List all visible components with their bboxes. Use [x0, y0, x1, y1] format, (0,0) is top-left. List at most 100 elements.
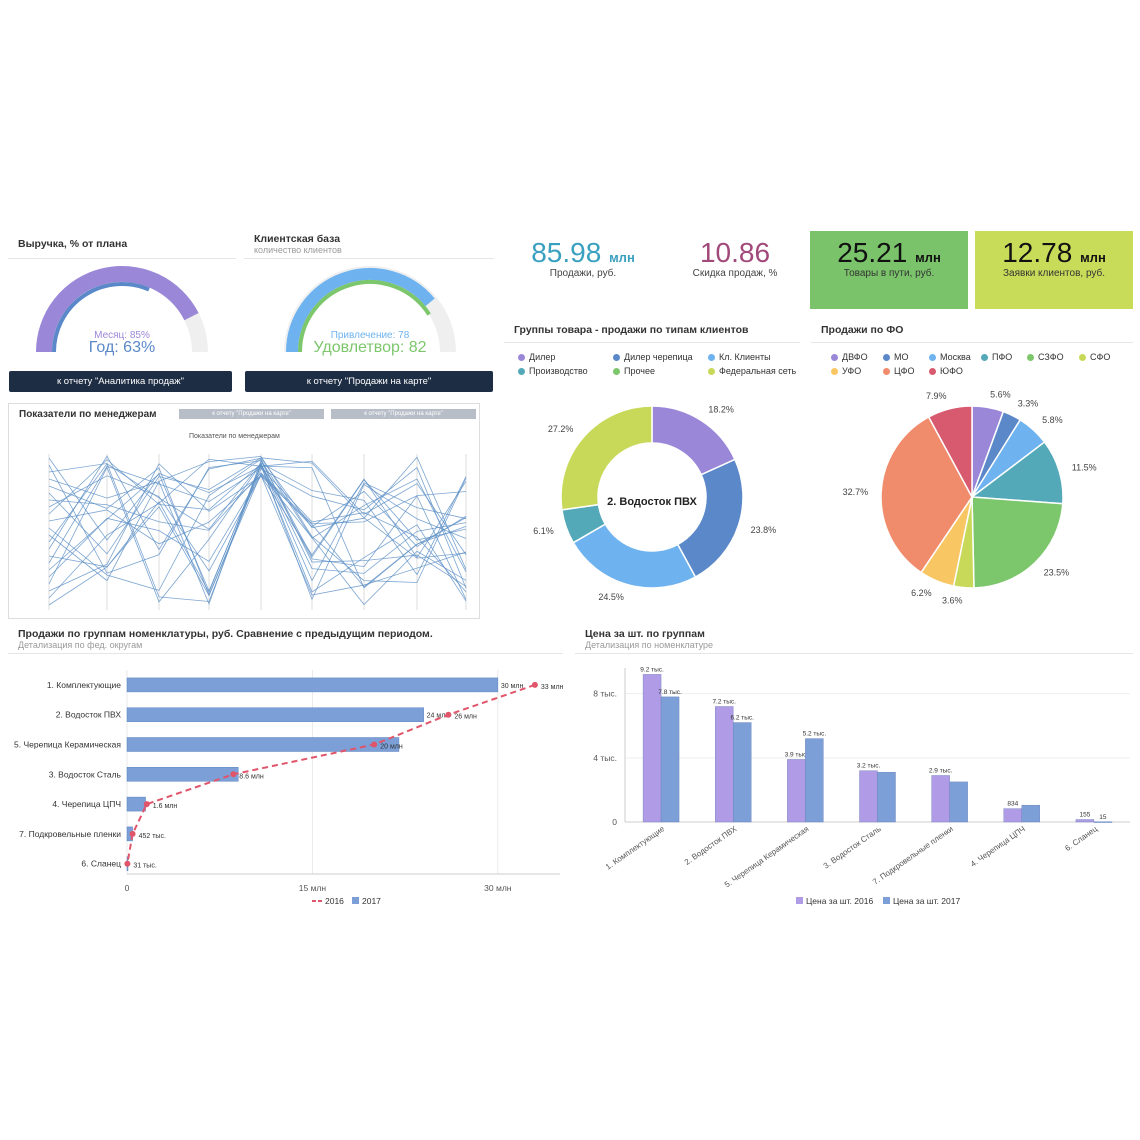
legend-item[interactable]: ЦФО	[883, 366, 915, 376]
slice-Дилер черепица[interactable]	[676, 458, 744, 578]
slice-label: 11.5%	[1072, 463, 1097, 473]
category-label: 2. Водосток ПВХ	[683, 824, 739, 867]
slice-Федеральная сеть[interactable]	[560, 405, 653, 511]
bar-2017[interactable]	[126, 767, 239, 782]
legend-item[interactable]: ЮФО	[929, 366, 963, 376]
point-label: 8.6 млн	[239, 773, 264, 780]
price-title: Цена за шт. по группам	[585, 628, 705, 640]
slice-label: 24.5%	[598, 592, 624, 602]
slice-СЗФО[interactable]	[971, 496, 1064, 589]
kpi-discount-label: Скидка продаж, %	[692, 268, 778, 279]
kpi-requests: 12.78 млн Заявки клиентов, руб.	[975, 231, 1133, 309]
bar-2017[interactable]	[126, 707, 424, 722]
category-label: 5. Черепица Керамическая	[14, 740, 121, 750]
price-bar-label: 6.2 тыс.	[730, 715, 754, 722]
legend-item[interactable]: Федеральная сеть	[708, 366, 796, 376]
kpi-discount: 10.86 Скидка продаж, %	[660, 232, 810, 306]
price-bar-label: 155	[1079, 812, 1090, 819]
kpi-transit: 25.21 млн Товары в пути, руб.	[810, 231, 968, 309]
y-tick-label: 4 тыс.	[593, 753, 617, 763]
price-bar[interactable]	[660, 696, 680, 823]
nomen-bar-chart: 0 15 млн 30 млн 1. Комплектующие 30 млн 2. Во…	[14, 670, 564, 906]
point-2016[interactable]	[124, 860, 131, 867]
legend-2016[interactable]: 2016	[325, 896, 344, 906]
price-bar[interactable]	[1003, 808, 1022, 823]
pc-line	[48, 473, 467, 606]
x-tick-label: 0	[125, 883, 130, 893]
category-label: 5. Черепица Керамическая	[723, 824, 811, 889]
legend-item[interactable]: ПФО	[981, 352, 1012, 362]
revenue-gauge: Месяц: 85% Год: 63%	[36, 266, 208, 356]
price-bar[interactable]	[805, 738, 824, 823]
slice-ЮФО[interactable]	[927, 405, 973, 498]
kpi-requests-value: 12.78 млн	[1002, 237, 1106, 268]
slice-label: 3.6%	[942, 596, 963, 606]
legend-item[interactable]: Производство	[518, 366, 588, 376]
price-bar[interactable]	[949, 781, 968, 823]
legend-item[interactable]: СФО	[1079, 352, 1110, 362]
point-label: 26 млн	[454, 714, 477, 721]
price-bar[interactable]	[787, 759, 806, 823]
legend-item[interactable]: Дилер	[518, 352, 555, 362]
price-bar[interactable]	[1075, 819, 1095, 823]
point-2016[interactable]	[143, 801, 150, 808]
x-tick-label: 30 млн	[484, 883, 512, 893]
price-bar[interactable]	[877, 772, 896, 823]
kpi-sales: 85.98 млн Продажи, руб.	[508, 232, 658, 306]
slice-Кл. Клиенты[interactable]	[572, 523, 697, 589]
point-2016[interactable]	[445, 711, 452, 718]
nomen-subtitle: Детализация по фед. округам	[18, 640, 143, 650]
x-tick-label: 15 млн	[299, 883, 327, 893]
price-bar[interactable]	[931, 775, 950, 823]
point-2016[interactable]	[371, 741, 378, 748]
point-label: 20 млн	[380, 744, 403, 751]
sales-map-button[interactable]: к отчету "Продажи на карте"	[245, 371, 493, 392]
pc-line	[48, 458, 467, 591]
legend-price-2017[interactable]: Цена за шт. 2017	[893, 896, 960, 906]
managers-button-2[interactable]: к отчету "Продажи на карте"	[331, 409, 476, 419]
legend-item[interactable]: Кл. Клиенты	[708, 352, 771, 362]
price-bar[interactable]	[1093, 821, 1113, 823]
price-bar-label: 7.8 тыс.	[658, 689, 682, 696]
price-bar[interactable]	[715, 706, 734, 823]
managers-button-1[interactable]: к отчету "Продажи на карте"	[179, 409, 324, 419]
price-bar[interactable]	[642, 674, 662, 823]
clients-gauge: Привлечение: 78 Удовлетвор: 82	[284, 266, 456, 356]
bar-2017[interactable]	[126, 737, 400, 752]
legend-2017[interactable]: 2017	[362, 896, 381, 906]
fo-legend: ДВФО МО Москва ПФО СЗФО СФО УФО ЦФО ЮФО	[831, 352, 1131, 382]
pc-line	[48, 459, 467, 605]
pc-line	[48, 467, 467, 596]
clients-gauge-subtitle: количество клиентов	[254, 245, 342, 255]
pc-line	[48, 462, 467, 606]
legend-price-2016[interactable]: Цена за шт. 2016	[806, 896, 873, 906]
slice-label: 18.2%	[708, 405, 734, 415]
legend-item[interactable]: Москва	[929, 352, 971, 362]
price-bar[interactable]	[1021, 804, 1040, 823]
kpi-sales-label: Продажи, руб.	[549, 268, 617, 279]
point-2016[interactable]	[230, 771, 237, 778]
legend-item[interactable]: УФО	[831, 366, 861, 376]
legend-item[interactable]: Прочее	[613, 366, 655, 376]
managers-panel: Показатели по менеджерам к отчету "Прода…	[8, 403, 480, 619]
price-subtitle: Детализация по номенклатуре	[585, 640, 714, 650]
price-bar[interactable]	[733, 722, 752, 823]
clients-attract-text: Привлечение: 78	[331, 330, 410, 341]
slice-ПФО[interactable]	[969, 441, 1064, 505]
revenue-gauge-title: Выручка, % от плана	[18, 238, 128, 250]
bar-2017[interactable]	[126, 796, 146, 812]
legend-item[interactable]: СЗФО	[1027, 352, 1064, 362]
clients-gauge-title: Клиентская база	[254, 233, 341, 245]
fo-pie-chart: 5.6% 3.3%5.8% 11.5% 23.5% 3.6% 6.2% 32.7% 7.9%	[843, 390, 1097, 606]
sales-analytics-button[interactable]: к отчету "Аналитика продаж"	[9, 371, 232, 392]
price-bar[interactable]	[859, 770, 878, 823]
slice-label: 5.8%	[1042, 415, 1063, 425]
legend-item[interactable]: ДВФО	[831, 352, 868, 362]
slice-label: 23.8%	[751, 525, 777, 535]
point-2016[interactable]	[531, 681, 538, 688]
legend-item[interactable]: МО	[883, 352, 909, 362]
slice-label: 6.1%	[533, 526, 554, 536]
point-2016[interactable]	[129, 830, 136, 837]
bar-2017[interactable]	[126, 677, 499, 693]
legend-item[interactable]: Дилер черепица	[613, 352, 693, 362]
